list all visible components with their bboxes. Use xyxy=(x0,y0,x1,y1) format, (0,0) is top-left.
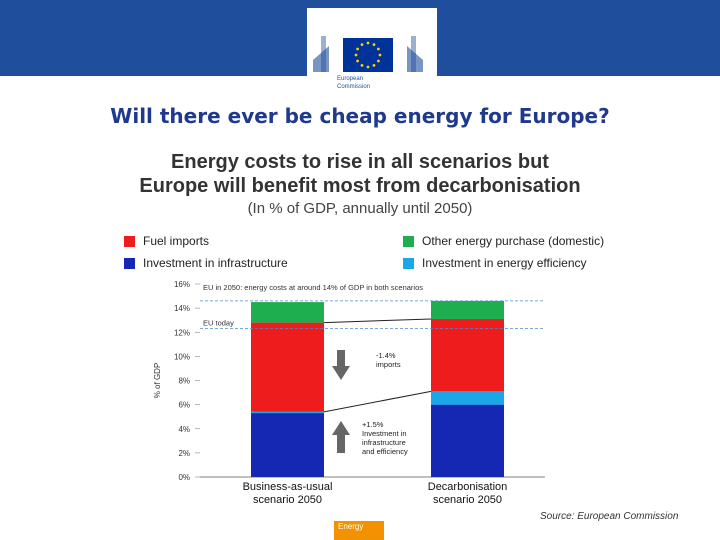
up-arrow-shaft xyxy=(337,435,345,453)
y-tick-label: 6% xyxy=(178,401,190,410)
logo-text-2: Commission xyxy=(337,84,370,90)
connector-line xyxy=(323,390,432,413)
legend-swatch xyxy=(403,235,414,247)
x-category-label: scenario 2050 xyxy=(433,494,502,506)
legend-label: Fuel imports xyxy=(143,234,210,248)
eu-star xyxy=(360,43,364,47)
eu-star xyxy=(376,59,380,63)
reference-label: EU today xyxy=(203,319,234,328)
source-note: Source: European Commission xyxy=(540,511,679,522)
y-tick-label: 0% xyxy=(178,473,190,482)
reference-label: EU in 2050: energy costs at around 14% o… xyxy=(203,283,423,292)
bar-segment xyxy=(251,322,324,412)
slide-title: Will there ever be cheap energy for Euro… xyxy=(110,104,610,128)
legend-item-infrastructure: Investment in infrastructure xyxy=(124,256,288,270)
eu-star xyxy=(366,65,370,69)
eu-star xyxy=(356,59,360,63)
x-category-label: scenario 2050 xyxy=(253,494,322,506)
legend-item-efficiency: Investment in energy efficiency xyxy=(403,256,587,270)
y-tick-label: 16% xyxy=(174,280,190,289)
eu-star xyxy=(372,63,376,67)
legend-label: Investment in energy efficiency xyxy=(422,256,587,270)
y-tick-label: 2% xyxy=(178,449,190,458)
legend-swatch xyxy=(403,257,414,269)
annotation-down: -1.4% xyxy=(376,351,396,360)
legend-swatch xyxy=(124,257,135,269)
eu-star xyxy=(372,43,376,47)
annotation-up: and efficiency xyxy=(362,447,408,456)
x-category-label: Business-as-usual xyxy=(243,481,333,493)
annotation-down: imports xyxy=(376,360,401,369)
down-arrow-shaft xyxy=(337,350,345,366)
bar-segment xyxy=(431,391,504,405)
eu-star xyxy=(376,47,380,51)
annotation-up: Investment in xyxy=(362,429,407,438)
bar-segment xyxy=(431,404,504,477)
chart-title: Energy costs to rise in all scenarios bu… xyxy=(60,150,660,198)
legend-swatch xyxy=(124,235,135,247)
eu-star xyxy=(356,47,360,51)
eu-star xyxy=(354,53,358,57)
chart-title-line2: Europe will benefit most from decarbonis… xyxy=(139,175,581,197)
y-axis-label: % of GDP xyxy=(153,363,162,399)
eu-star xyxy=(378,53,382,57)
bar-segment xyxy=(431,318,504,392)
y-tick-label: 10% xyxy=(174,352,190,361)
bar-segment xyxy=(251,413,324,477)
y-tick-label: 4% xyxy=(178,425,190,434)
x-category-label: Decarbonisation xyxy=(428,481,508,493)
chart-subtitle: (In % of GDP, annually until 2050) xyxy=(247,200,473,217)
footer-tab-energy: Energy xyxy=(334,521,384,540)
eu-star xyxy=(366,41,370,45)
european-commission-logo: European Commission xyxy=(307,8,437,98)
down-arrow-head xyxy=(332,366,350,380)
legend-item-fuel-imports: Fuel imports xyxy=(124,234,209,248)
legend-label: Other energy purchase (domestic) xyxy=(422,234,605,248)
y-tick-label: 12% xyxy=(174,328,190,337)
logo-text-1: European xyxy=(337,76,363,82)
eu-star xyxy=(360,63,364,67)
bar-segment xyxy=(251,411,324,414)
up-arrow-head xyxy=(332,421,350,435)
y-tick-label: 8% xyxy=(178,377,190,386)
y-tick-label: 14% xyxy=(174,304,190,313)
legend-item-other-energy: Other energy purchase (domestic) xyxy=(403,234,604,248)
bar-segment xyxy=(431,300,504,319)
connector-line xyxy=(323,318,432,324)
bar-segment xyxy=(251,302,324,323)
annotation-up: infrastructure xyxy=(362,438,406,447)
legend-label: Investment in infrastructure xyxy=(143,256,288,270)
chart-title-line1: Energy costs to rise in all scenarios bu… xyxy=(171,151,549,173)
annotation-up: +1.5% xyxy=(362,420,384,429)
